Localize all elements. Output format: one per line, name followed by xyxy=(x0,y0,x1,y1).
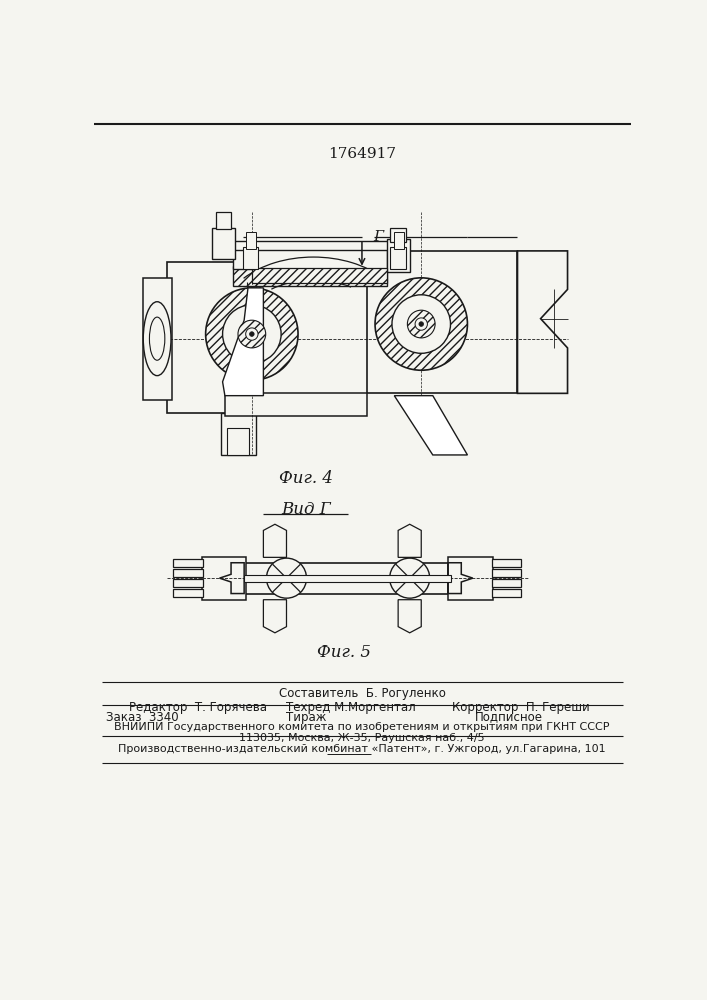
Bar xyxy=(394,232,404,249)
Bar xyxy=(227,428,249,455)
Bar xyxy=(233,266,387,286)
Text: Заказ  3340: Заказ 3340 xyxy=(105,711,178,724)
Polygon shape xyxy=(264,524,286,557)
Circle shape xyxy=(267,558,307,598)
Bar xyxy=(390,247,406,269)
Bar xyxy=(143,278,172,400)
Text: Корректор  П. Гереши: Корректор П. Гереши xyxy=(452,701,590,714)
Circle shape xyxy=(375,278,467,370)
Bar xyxy=(212,228,235,259)
Text: Подписное: Подписное xyxy=(475,711,543,724)
Bar xyxy=(173,589,203,597)
Circle shape xyxy=(223,305,281,363)
Circle shape xyxy=(238,320,266,348)
Bar xyxy=(448,557,493,600)
Bar xyxy=(252,268,387,283)
Text: Фиг. 4: Фиг. 4 xyxy=(279,470,333,487)
Bar xyxy=(244,563,448,594)
Circle shape xyxy=(419,322,423,326)
Circle shape xyxy=(206,288,298,380)
Text: Фиг. 5: Фиг. 5 xyxy=(317,644,371,661)
Polygon shape xyxy=(264,600,286,633)
Bar xyxy=(216,212,231,229)
Text: 1764917: 1764917 xyxy=(328,147,396,161)
Bar xyxy=(244,575,450,582)
Circle shape xyxy=(407,310,435,338)
Text: Тираж: Тираж xyxy=(286,711,326,724)
Bar xyxy=(243,247,258,269)
Text: 113035, Москва, Ж-35, Раушская наб., 4/5: 113035, Москва, Ж-35, Раушская наб., 4/5 xyxy=(239,733,485,743)
Bar xyxy=(167,262,259,413)
Bar xyxy=(390,228,406,242)
Text: Редактор  Т. Горячева: Редактор Т. Горячева xyxy=(129,701,267,714)
Circle shape xyxy=(390,558,430,598)
Bar xyxy=(173,569,203,577)
Text: Г: Г xyxy=(373,230,384,244)
Bar xyxy=(492,589,521,597)
Polygon shape xyxy=(398,524,421,557)
Text: Составитель  Б. Рогуленко: Составитель Б. Рогуленко xyxy=(279,687,445,700)
Bar xyxy=(227,241,389,250)
Polygon shape xyxy=(518,251,568,393)
Bar xyxy=(492,559,521,567)
Bar xyxy=(492,579,521,587)
Ellipse shape xyxy=(144,302,171,376)
Text: Производственно-издательский комбинат «Патент», г. Ужгород, ул.Гагарина, 101: Производственно-издательский комбинат «П… xyxy=(118,744,606,754)
Polygon shape xyxy=(219,563,244,594)
Bar xyxy=(201,557,247,600)
Bar xyxy=(387,239,409,272)
Text: ВНИИПИ Государственного комитета по изобретениям и открытиям при ГКНТ СССР: ВНИИПИ Государственного комитета по изоб… xyxy=(115,722,609,732)
Text: Техред М.Моргентал: Техред М.Моргентал xyxy=(286,701,416,714)
Bar xyxy=(368,251,518,393)
Circle shape xyxy=(246,328,258,340)
Bar xyxy=(221,413,256,455)
Bar xyxy=(173,579,203,587)
Polygon shape xyxy=(223,288,264,396)
Text: Вид Г: Вид Г xyxy=(281,501,331,518)
Bar xyxy=(246,232,256,249)
Bar xyxy=(233,247,387,269)
Polygon shape xyxy=(448,563,473,594)
Circle shape xyxy=(392,295,450,353)
Bar xyxy=(225,393,368,416)
Circle shape xyxy=(415,318,428,330)
Bar xyxy=(492,569,521,577)
Polygon shape xyxy=(395,396,467,455)
Bar xyxy=(173,559,203,567)
Ellipse shape xyxy=(149,317,165,360)
Polygon shape xyxy=(398,600,421,633)
Circle shape xyxy=(250,332,254,336)
